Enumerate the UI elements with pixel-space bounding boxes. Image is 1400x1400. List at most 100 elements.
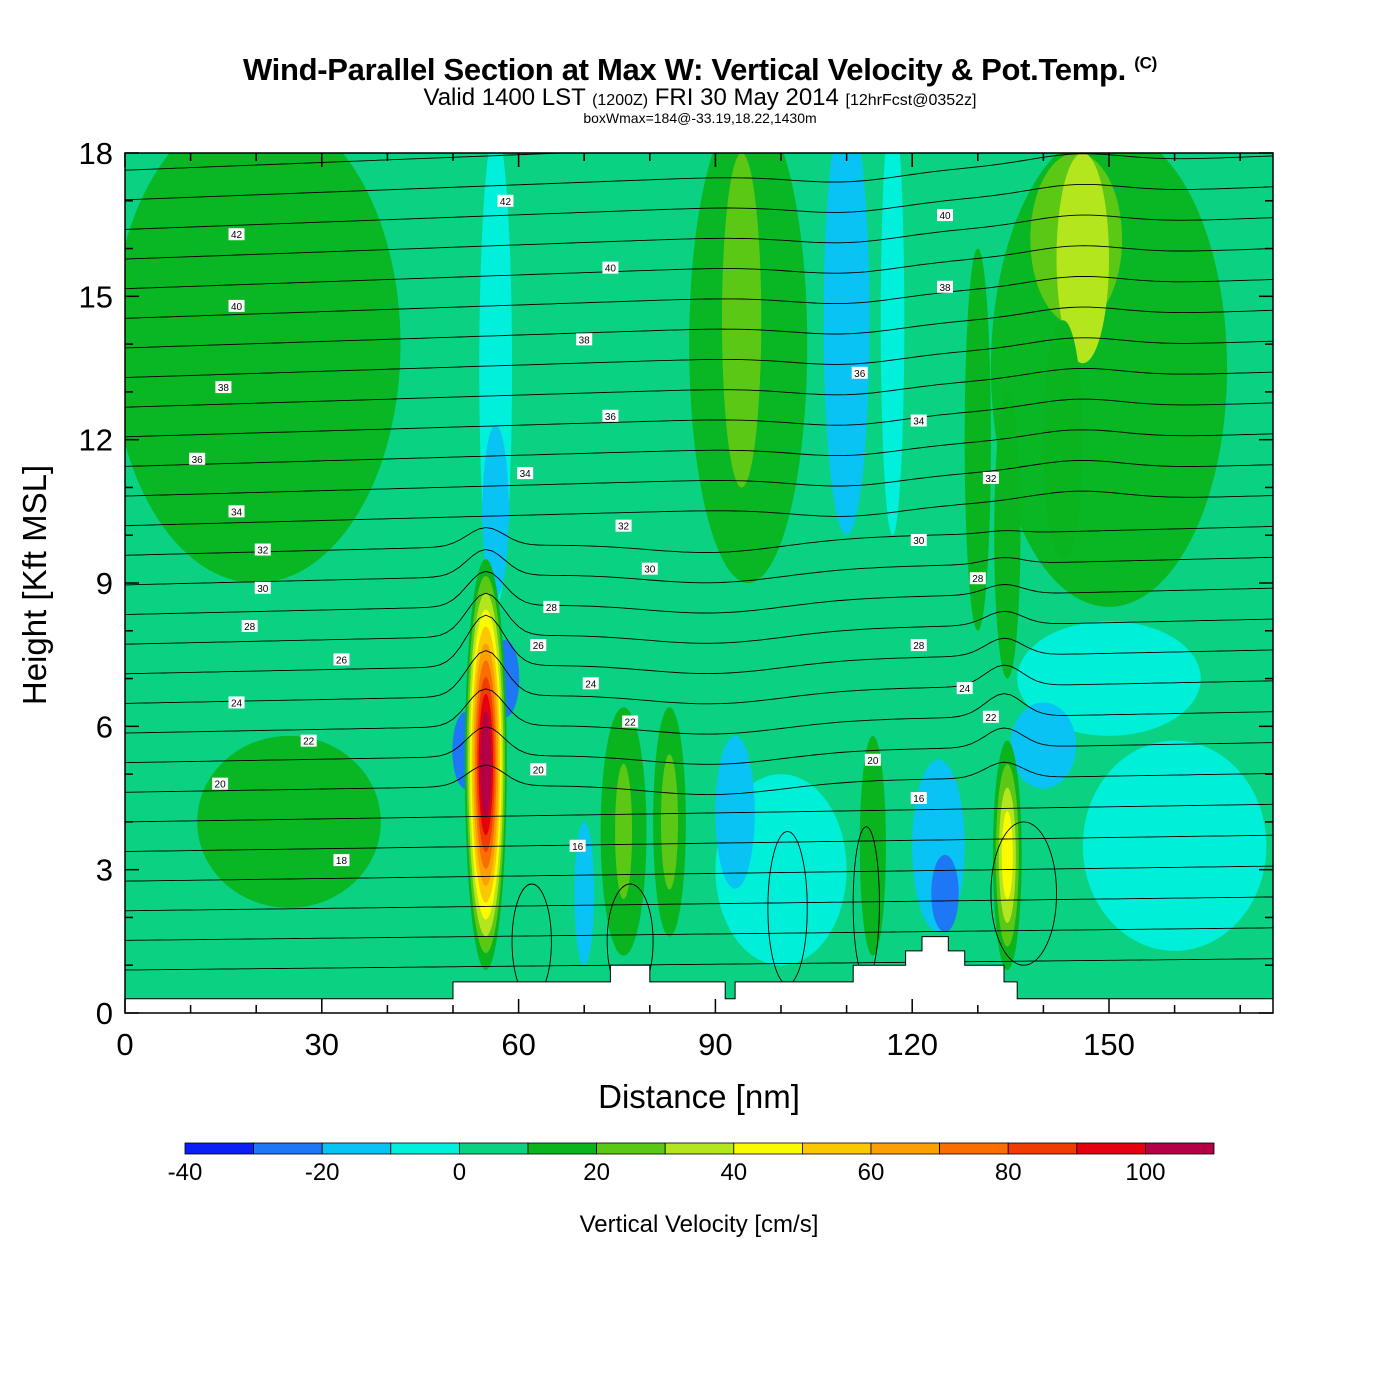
colorbar-swatch <box>1076 1142 1146 1155</box>
theta-label: 34 <box>517 467 534 480</box>
theta-label-text: 20 <box>215 780 227 791</box>
theta-contour <box>125 549 1273 586</box>
colorbar-swatch <box>870 1142 940 1155</box>
theta-contour <box>125 337 1273 379</box>
theta-label-bg <box>937 209 953 222</box>
theta-label-bg <box>228 505 245 518</box>
updraft-core <box>992 740 1022 970</box>
theta-label-text: 34 <box>520 469 532 480</box>
theta-label-text: 38 <box>939 283 951 294</box>
theta-label-text: 30 <box>644 565 656 576</box>
downdraft-core <box>931 854 959 933</box>
terrain <box>125 936 1273 1013</box>
theta-label-text: 28 <box>972 574 984 585</box>
colorbar: -40 -20 0 20 40 60 80 100 <box>168 1142 1215 1186</box>
theta-label: 38 <box>576 333 593 346</box>
theta-label: 20 <box>212 777 229 791</box>
colorbar-swatch <box>596 1142 666 1155</box>
colorbar-swatch <box>184 1142 254 1155</box>
theta-contour <box>125 398 1273 438</box>
theta-label-bg <box>530 639 547 652</box>
theta-label-text: 28 <box>546 603 558 614</box>
theta-label-text: 40 <box>605 264 617 275</box>
colorbar-swatch <box>733 1142 803 1155</box>
theta-contour <box>125 275 1273 319</box>
field-streak <box>964 248 991 631</box>
x-tick-label: 0 <box>116 1027 133 1062</box>
theta-label: 26 <box>333 653 350 666</box>
theta-label-bg <box>569 839 586 852</box>
theta-label: 42 <box>228 228 245 241</box>
theta-label-text: 42 <box>231 230 243 241</box>
y-tick-label: 18 <box>79 136 113 171</box>
theta-label-text: 28 <box>244 622 256 633</box>
theta-label-bg <box>641 562 658 575</box>
field-region <box>125 153 401 583</box>
theta-label-bg <box>254 543 271 556</box>
field-streak <box>880 153 905 536</box>
theta-contour <box>125 896 1273 912</box>
theta-label: 28 <box>910 639 927 652</box>
y-axis-label: Height [Kft MSL] <box>16 465 53 705</box>
velocity-field <box>125 153 1273 1013</box>
field-region <box>577 153 670 583</box>
valid-time: Valid 1400 LST <box>423 84 586 111</box>
theta-labels: 42 40 38 36 34 32 30 28 26 24 22 20 18 42 40 38 36 34 32 30… <box>189 194 999 867</box>
theta-label-text: 26 <box>336 655 348 666</box>
updraft-level <box>480 710 492 819</box>
theta-label-bg <box>333 854 350 867</box>
theta-label-text: 30 <box>913 536 925 547</box>
theta-contour <box>125 726 1273 765</box>
x-tick-label: 60 <box>501 1027 535 1062</box>
theta-label-bg <box>333 653 350 666</box>
theta-label-text: 34 <box>913 417 925 428</box>
theta-contour <box>125 525 1273 556</box>
theta-label-bg <box>910 414 927 427</box>
colorbar-swatch <box>664 1142 735 1155</box>
updraft-level <box>660 754 678 890</box>
theta-label-text: 24 <box>585 679 597 690</box>
theta-label-bg <box>212 777 229 790</box>
theta-label-bg <box>228 299 245 312</box>
updraft-core <box>655 707 684 937</box>
updraft-core <box>464 559 507 970</box>
x-axis-label: Distance [nm] <box>598 1078 800 1115</box>
colorbar-tick-label: 100 <box>1125 1159 1165 1186</box>
theta-label-text: 22 <box>303 737 315 748</box>
updraft-level <box>1001 811 1013 900</box>
x-tick-label: 120 <box>886 1027 938 1062</box>
theta-label-text: 16 <box>913 794 925 805</box>
theta-label-text: 22 <box>625 718 637 729</box>
theta-contour <box>125 214 1273 260</box>
theta-label: 32 <box>982 471 999 485</box>
theta-label: 22 <box>622 715 639 729</box>
theta-contour <box>125 429 1273 467</box>
theta-label-text: 24 <box>231 698 243 709</box>
theta-label-bg <box>910 639 927 652</box>
x-tick-label: 30 <box>305 1027 339 1062</box>
theta-label-bg <box>937 280 953 293</box>
theta-contour <box>125 62 1273 111</box>
colorbar-tick-label: -40 <box>168 1159 203 1186</box>
theta-label-bg <box>228 696 245 709</box>
theta-label: 24 <box>582 677 599 690</box>
updraft-core <box>609 716 638 947</box>
field-streak <box>859 735 886 956</box>
theta-label-bg <box>622 715 639 728</box>
y-tick-label: 3 <box>96 853 113 888</box>
theta-label: 24 <box>228 696 245 709</box>
theta-contour <box>125 592 1273 645</box>
theta-label-text: 42 <box>500 197 512 208</box>
theta-label: 28 <box>241 620 258 633</box>
theta-label-bg <box>517 467 534 480</box>
theta-label-bg <box>602 409 619 422</box>
theta-contour <box>125 490 1273 527</box>
theta-label: 36 <box>189 452 206 466</box>
theta-label-bg <box>851 366 868 379</box>
colorbar-tick-label: 20 <box>583 1159 610 1186</box>
theta-contour <box>125 650 1273 705</box>
theta-label-text: 32 <box>985 474 997 485</box>
theta-label-text: 36 <box>854 369 866 380</box>
theta-label-bg <box>910 792 927 804</box>
